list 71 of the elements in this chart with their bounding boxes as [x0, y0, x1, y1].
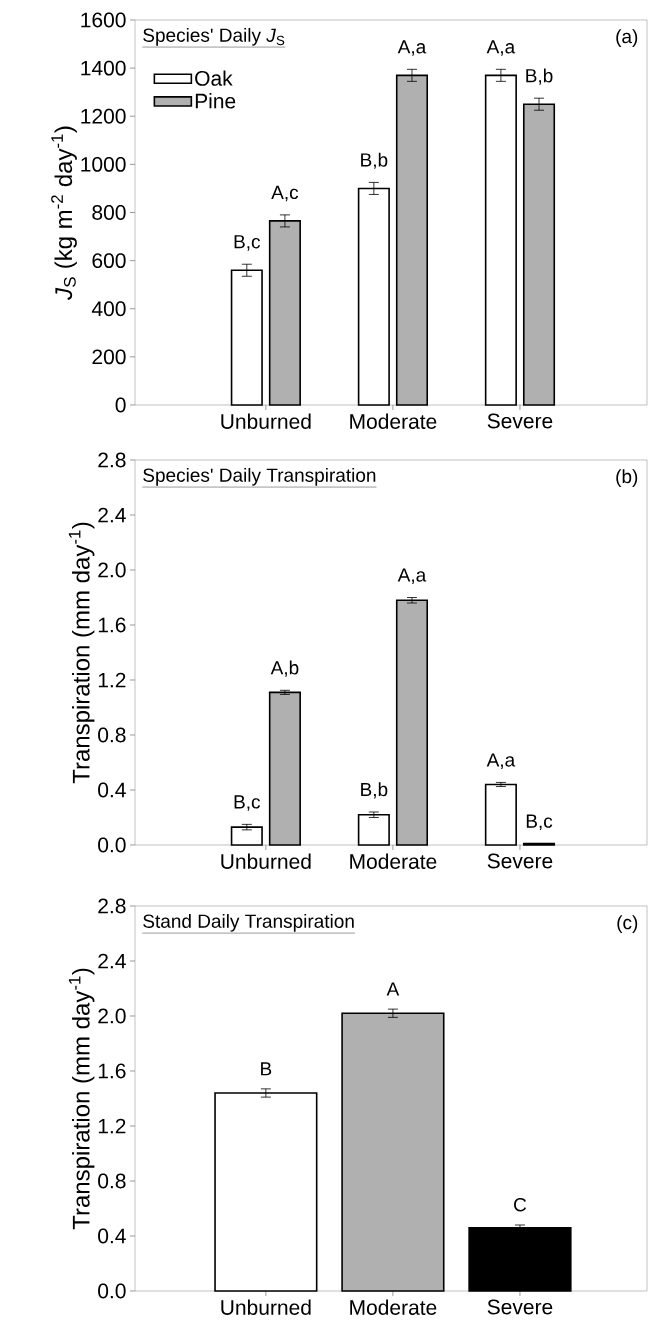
- bar: [230, 826, 263, 846]
- annotation: A,a: [397, 40, 427, 56]
- annotation: B,c: [526, 814, 553, 831]
- annotation: C: [514, 1198, 527, 1212]
- y-tick-label: 1.2: [98, 672, 126, 688]
- y-tick-label: 0.8: [98, 727, 126, 743]
- legend-label: Oak: [195, 70, 233, 86]
- bar: [484, 783, 517, 846]
- y-tick-label: 1.6: [98, 1063, 126, 1079]
- bar: [484, 74, 517, 406]
- bar: [357, 813, 390, 846]
- y-tick-label: 1600: [81, 12, 126, 28]
- bar: [268, 220, 301, 406]
- y-tick-label: 0.0: [98, 1283, 126, 1299]
- x-tick-label: Unburned: [221, 413, 311, 429]
- chart-title: Stand Daily Transpiration: [143, 913, 354, 932]
- y-tick-label: 1200: [81, 108, 126, 124]
- x-tick-label: Moderate: [350, 853, 437, 869]
- y-tick-label: 2.8: [98, 898, 126, 914]
- annotation: B,b: [526, 68, 553, 85]
- annotation: (a): [616, 29, 638, 47]
- y-tick-label: 2.4: [98, 507, 126, 523]
- bar: [395, 74, 429, 406]
- y-tick-label: 2.0: [98, 562, 126, 578]
- y-tick-label: 2.4: [98, 953, 126, 969]
- annotation: A,b: [270, 660, 299, 677]
- y-tick-label: 0.0: [98, 837, 126, 853]
- bar: [522, 103, 556, 406]
- y-tick-label: 0.4: [98, 782, 126, 798]
- annotation: B,b: [361, 782, 388, 799]
- bar: [395, 599, 429, 846]
- y-tick-label: 1.6: [98, 617, 126, 633]
- x-tick-label: Severe: [487, 853, 553, 869]
- y-tick-label: 200: [92, 349, 126, 365]
- annotation: (b): [616, 469, 638, 487]
- annotation: A,a: [397, 568, 427, 584]
- y-tick-label: 0.4: [98, 1228, 126, 1244]
- y-tick-label: 600: [92, 253, 126, 269]
- bar: [357, 187, 390, 406]
- annotation: (c): [617, 915, 638, 934]
- annotation: A,c: [271, 185, 299, 202]
- chart-title: Species' Daily Transpiration: [143, 467, 376, 486]
- x-tick-label: Severe: [487, 1299, 553, 1315]
- x-tick-label: Moderate: [350, 413, 437, 429]
- annotation: B,c: [234, 795, 261, 811]
- annotation: A,a: [486, 40, 516, 56]
- y-tick-label: 1.2: [98, 1118, 126, 1134]
- y-axis-title: Transpiration (mm day$^{-1}$): [68, 968, 95, 1230]
- y-tick-label: 1000: [81, 156, 126, 172]
- annotation: B,c: [234, 235, 261, 251]
- annotation: B: [261, 1062, 272, 1076]
- x-tick-label: Moderate: [350, 1299, 437, 1315]
- y-tick-label: 2.0: [98, 1008, 126, 1024]
- annotation: A,a: [486, 753, 516, 769]
- y-tick-label: 2.8: [98, 452, 126, 468]
- y-tick-label: 0: [115, 397, 126, 413]
- y-tick-label: 400: [91, 301, 126, 317]
- y-tick-label: 1400: [81, 60, 126, 76]
- x-tick-label: Severe: [487, 413, 553, 429]
- x-tick-label: Unburned: [221, 1299, 311, 1315]
- chart-title: Species' Daily J$_{S}$: [143, 27, 285, 46]
- annotation: A: [386, 982, 400, 996]
- y-tick-label: 800: [92, 205, 126, 220]
- y-tick-label: 0.8: [98, 1173, 126, 1189]
- legend-label: Pine: [195, 93, 236, 109]
- bar: [268, 691, 301, 846]
- y-axis-title: J$_{S}$ (kg m$^{-2}$ day$^{-1}$): [51, 126, 77, 300]
- bar: [230, 269, 263, 406]
- annotation: B,b: [361, 152, 388, 169]
- y-axis-title: Transpiration (mm day$^{-1}$): [68, 522, 95, 784]
- x-tick-label: Unburned: [221, 853, 311, 869]
